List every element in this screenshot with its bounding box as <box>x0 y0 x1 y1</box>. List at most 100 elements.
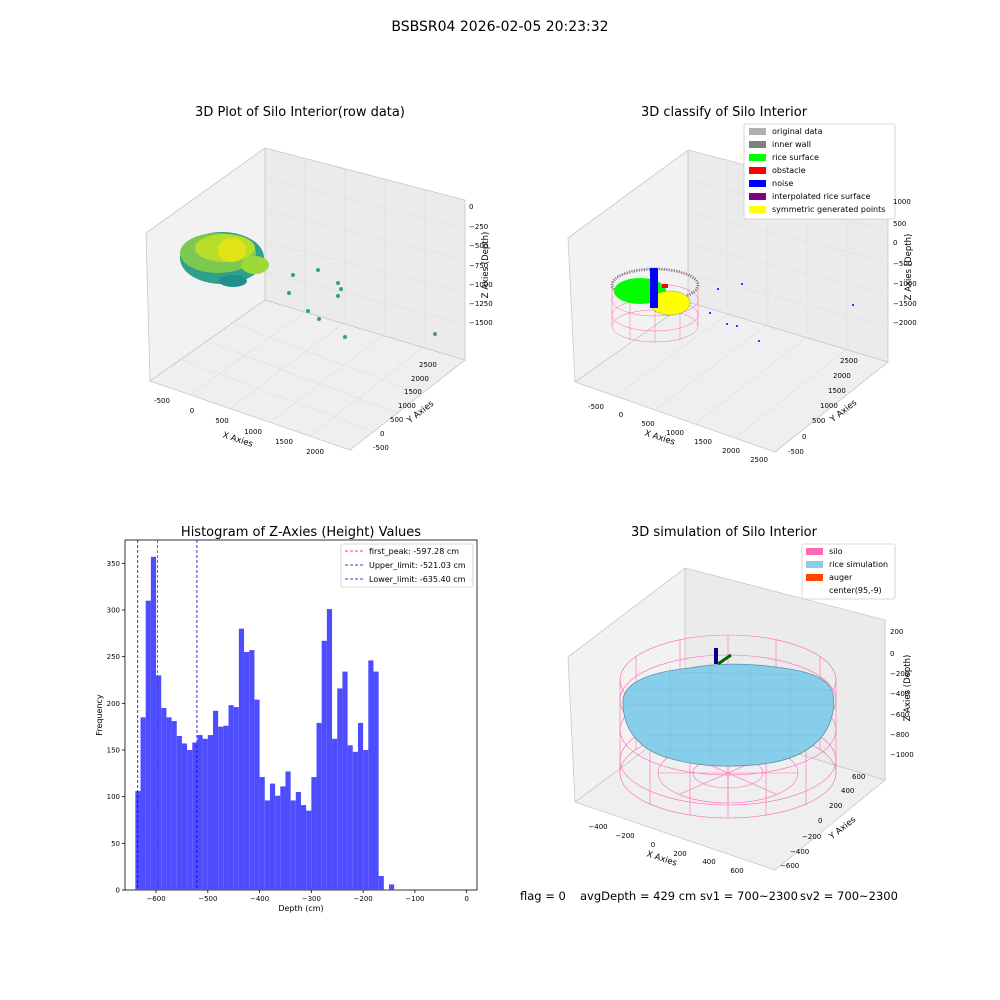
legend-label-auger: auger <box>829 573 853 582</box>
simulation-x-tick: 200 <box>673 850 686 858</box>
histogram-x-tick-label: −300 <box>302 895 321 903</box>
histogram-y-tick-label: 50 <box>111 840 120 848</box>
legend-swatch-interpolated <box>749 193 766 200</box>
legend-label-rice-simulation: rice simulation <box>829 560 888 569</box>
histogram-bar <box>223 725 229 890</box>
simulation-x-tick: −400 <box>588 823 607 831</box>
raw-y-tick: 500 <box>390 416 403 424</box>
histogram-bar <box>269 783 276 890</box>
classify-legend: original data inner wall rice surface ob… <box>743 123 896 220</box>
legend-swatch-rice-simulation <box>806 561 823 568</box>
histogram-x-tick-label: −400 <box>250 895 269 903</box>
histogram-bar <box>368 660 374 890</box>
simulation-auger-arm <box>717 653 732 666</box>
raw-x-tick: 500 <box>215 417 228 425</box>
histogram-bar <box>316 722 322 890</box>
classify-x-tick: 1000 <box>666 429 684 437</box>
histogram-bar <box>285 771 291 890</box>
legend-swatch-original <box>749 128 766 135</box>
panel-classify-3d: 3D classify of Silo Interior <box>567 105 917 464</box>
histogram-bar <box>357 722 364 890</box>
classify-x-tick: -500 <box>588 403 604 411</box>
raw-x-tick: 1500 <box>275 438 293 446</box>
classify-y-tick: -500 <box>788 448 804 456</box>
legend-label-obstacle: obstacle <box>772 166 806 175</box>
classify-title: 3D classify of Silo Interior <box>641 105 808 120</box>
histogram-bar <box>181 743 188 890</box>
histogram-x-tick-label: −500 <box>198 895 217 903</box>
histogram-bar <box>347 745 353 890</box>
classify-x-tick: 1500 <box>694 438 712 446</box>
histogram-bar <box>389 884 395 890</box>
legend-label-center: center(95,-9) <box>829 586 882 595</box>
histogram-bar <box>233 707 239 890</box>
histogram-bar <box>207 735 213 890</box>
classify-x-tick: 0 <box>619 411 623 419</box>
histogram-bar <box>326 609 333 890</box>
simulation-y-tick: −400 <box>790 848 809 856</box>
histogram-x-label: Depth (cm) <box>278 904 323 913</box>
raw-title: 3D Plot of Silo Interior(row data) <box>195 105 405 120</box>
classify-z-label: Z Axies (Depth) <box>904 234 914 301</box>
histogram-y-ticks: 0 50 100 150 200 250 300 350 <box>107 560 125 895</box>
raw-y-tick: 2500 <box>419 361 437 369</box>
histogram-bar <box>197 735 203 890</box>
figure-title: BSBSR04 2026-02-05 20:23:32 <box>391 19 608 35</box>
legend-label-symmetric: symmetric generated points <box>772 205 885 214</box>
classify-x-tick: 500 <box>641 420 654 428</box>
histogram-bar <box>280 786 286 890</box>
histogram-reference-lines <box>137 540 198 890</box>
simulation-z-tick: −800 <box>890 731 909 739</box>
histogram-bar <box>202 738 208 890</box>
raw-z-tick: −500 <box>469 242 488 250</box>
raw-x-tick: 2000 <box>306 448 324 456</box>
simulation-z-tick: −1000 <box>890 751 914 759</box>
histogram-bar <box>275 795 281 890</box>
legend-swatch-noise <box>749 180 766 187</box>
simulation-x-tick: 0 <box>651 841 655 849</box>
simulation-z-label: Z Axies (Depth) <box>903 655 913 722</box>
histogram-bar <box>238 628 245 890</box>
raw-y-tick: 1500 <box>404 388 422 396</box>
histogram-bar <box>187 750 193 890</box>
simulation-y-tick: 0 <box>818 817 822 825</box>
simulation-title: 3D simulation of Silo Interior <box>631 525 818 540</box>
classify-y-tick: 0 <box>802 433 806 441</box>
histogram-bar <box>228 705 234 890</box>
legend-label-upper-limit: Upper_limit: -521.03 cm <box>369 561 466 570</box>
classify-z-tick: −1500 <box>893 300 917 308</box>
classify-z-tick: 0 <box>893 239 897 247</box>
simulation-z-tick: −600 <box>890 711 909 719</box>
histogram-bar <box>352 751 358 890</box>
panel-histogram: Histogram of Z-Axies (Height) Values −60… <box>95 525 478 913</box>
status-sv1: sv1 = 700~2300 <box>700 889 798 903</box>
raw-x-tick: -500 <box>154 397 170 405</box>
simulation-y-tick: −600 <box>780 862 799 870</box>
legend-label-first-peak: first_peak: -597.28 cm <box>369 547 459 556</box>
histogram-bar <box>332 738 338 890</box>
histogram-legend: first_peak: -597.28 cm Upper_limit: -521… <box>340 543 474 588</box>
classify-obstacle <box>662 284 668 288</box>
histogram-bar <box>295 792 301 890</box>
classify-z-tick: 500 <box>893 220 906 228</box>
histogram-bar <box>161 708 167 890</box>
raw-z-label: Z Axies (Depth) <box>481 232 491 299</box>
raw-grid <box>176 160 466 437</box>
legend-swatch-rice-surface <box>749 154 766 161</box>
histogram-bar <box>264 800 270 890</box>
raw-x-tick: 0 <box>190 407 194 415</box>
histogram-bar <box>337 688 343 890</box>
legend-swatch-silo <box>806 548 823 555</box>
histogram-bar <box>290 800 296 890</box>
classify-z-tick: −1000 <box>893 280 917 288</box>
histogram-x-ticks: −600 −500 −400 −300 −200 −100 0 <box>146 890 469 903</box>
simulation-y-tick: 200 <box>829 802 842 810</box>
histogram-y-tick-label: 200 <box>107 700 120 708</box>
histogram-bar <box>166 717 172 890</box>
classify-x-tick: 2500 <box>750 456 768 464</box>
classify-y-tick: 500 <box>812 417 825 425</box>
histogram-bar <box>306 810 312 890</box>
histogram-bar <box>156 675 162 890</box>
status-flag: flag = 0 <box>520 889 566 903</box>
